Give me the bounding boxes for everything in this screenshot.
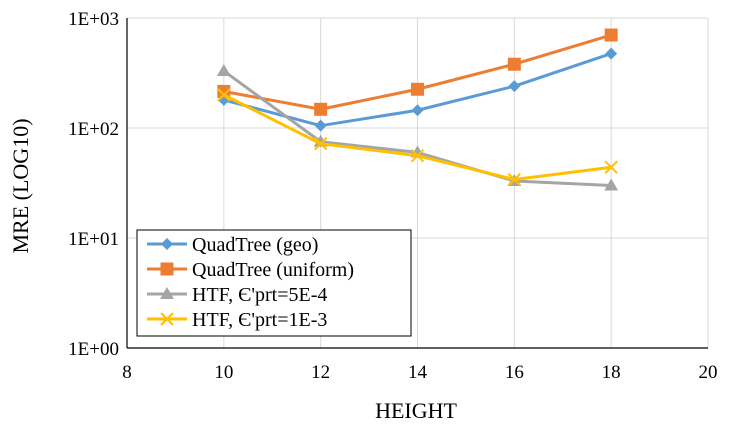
series-3-point-4-b (604, 160, 618, 174)
series-3-point-2 (410, 148, 425, 163)
legend-entry-0: QuadTree (geo) (147, 234, 318, 256)
legend-label-3: HTF, Є'prt=1E-3 (192, 309, 327, 331)
legend-marker-2 (160, 287, 174, 299)
series-0-point-2 (411, 104, 424, 117)
y-tick-label-0: 1E+00 (68, 339, 119, 360)
series-1-point-0 (217, 84, 231, 98)
series-3-point-3 (507, 172, 522, 187)
x-tick-label-8: 8 (122, 362, 132, 383)
series-2-point-4 (604, 178, 619, 191)
series-2-point-0 (216, 63, 231, 76)
legend-label-2: HTF, Є'prt=5E-4 (192, 284, 327, 306)
series-3-point-2-b (410, 148, 425, 163)
series-0-point-3 (508, 80, 521, 93)
legend-marker-1 (160, 262, 174, 276)
legend-label-1: QuadTree (uniform) (192, 259, 354, 281)
axes (126, 18, 708, 349)
tick-labels: 8 10 12 14 16 18 20 1E+00 1E+01 1E+02 1E+03 (68, 9, 717, 383)
y-tick-label-2: 1E+02 (68, 119, 119, 140)
series-3-point-0 (217, 88, 231, 102)
x-tick-label-14: 14 (408, 362, 428, 383)
legend-marker-3 (160, 312, 174, 326)
legend-entry-1: QuadTree (uniform) (147, 259, 354, 281)
series-0-point-1 (314, 119, 327, 132)
y-tick-label-1: 1E+01 (68, 229, 119, 250)
series-3-point-1-b (313, 136, 328, 151)
x-tick-label-20: 20 (699, 362, 718, 383)
series-3 (217, 88, 618, 187)
legend-entry-2: HTF, Є'prt=5E-4 (147, 284, 327, 306)
series-1-point-4 (604, 28, 618, 42)
series-1 (217, 28, 618, 116)
x-tick-label-12: 12 (311, 362, 330, 383)
legend-marker-3-b (160, 312, 174, 326)
series-3-point-0-b (217, 88, 231, 102)
series-layer (216, 28, 619, 191)
legend-marker-0 (161, 238, 173, 250)
series-1-point-3 (507, 57, 521, 71)
series-3-point-3-b (507, 172, 522, 187)
x-axis-title: HEIGHT (375, 398, 457, 423)
series-1-point-1 (314, 102, 328, 116)
legend: QuadTree (geo) QuadTree (uniform) HTF, Є'p… (136, 229, 412, 337)
series-1-point-2 (411, 82, 424, 96)
series-3-point-4 (604, 160, 618, 174)
series-0-point-4 (605, 47, 618, 60)
x-tick-label-10: 10 (214, 362, 233, 383)
x-tick-label-18: 18 (602, 362, 621, 383)
x-tick-label-16: 16 (505, 362, 524, 383)
y-axis-title: MRE (LOG10) (8, 118, 33, 253)
legend-label-0: QuadTree (geo) (192, 234, 318, 256)
y-tick-label-3: 1E+03 (68, 9, 119, 30)
legend-entry-3: HTF, Є'prt=1E-3 (147, 309, 327, 331)
series-3-point-1 (313, 136, 328, 151)
